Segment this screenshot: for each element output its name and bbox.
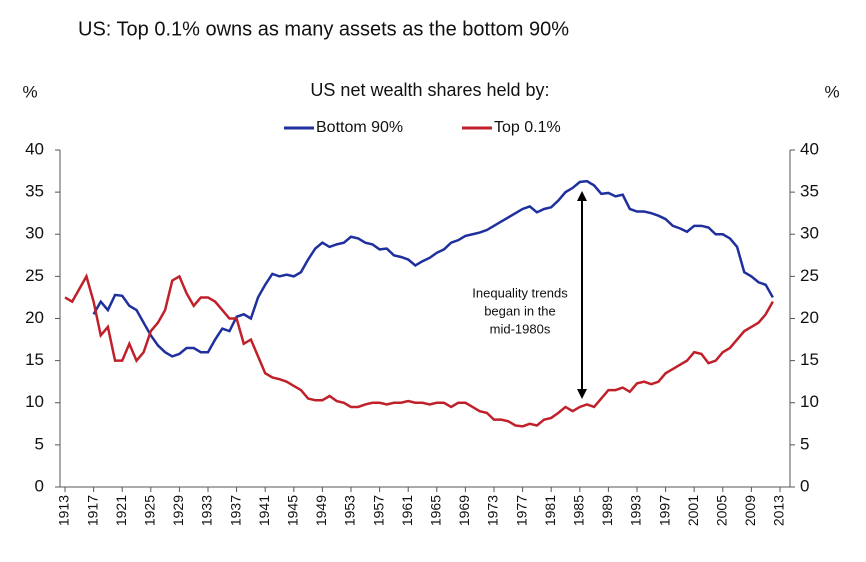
x-tick-label: 1937 (227, 495, 243, 526)
x-tick-label: 1921 (113, 495, 129, 526)
x-tick-label: 1961 (399, 495, 415, 526)
x-tick-label: 1941 (256, 495, 272, 526)
y-tick-label: 30 (25, 224, 44, 243)
series-line (64, 273, 774, 428)
x-tick-label: 1929 (170, 495, 186, 526)
x-tick-label: 1993 (628, 495, 644, 526)
x-tick-label: 1973 (485, 495, 501, 526)
y-tick-label: 15 (25, 350, 44, 369)
annotation-text: began in the (484, 303, 556, 318)
x-tick-label: 1949 (313, 495, 329, 526)
x-tick-label: 1913 (56, 495, 72, 526)
x-tick-label: 1957 (370, 495, 386, 526)
x-tick-label: 2005 (713, 495, 729, 526)
y2-tick-label: 0 (800, 476, 809, 495)
y2-tick-label: 10 (800, 392, 819, 411)
y-tick-label: 5 (35, 434, 44, 453)
y-tick-label: 35 (25, 182, 44, 201)
x-tick-label: 1945 (285, 495, 301, 526)
x-tick-label: 2001 (685, 495, 701, 526)
y-tick-label: 0 (35, 476, 44, 495)
annotation-bg (482, 303, 558, 319)
x-tick-label: 1977 (513, 495, 529, 526)
x-tick-label: 1965 (428, 495, 444, 526)
annotation-text: Inequality trends (472, 285, 568, 300)
y2-tick-label: 20 (800, 308, 819, 327)
annotation-bg (487, 321, 553, 337)
x-tick-label: 1997 (656, 495, 672, 526)
series-line (92, 179, 774, 358)
y2-tick-label: 30 (800, 224, 819, 243)
y-tick-label: 20 (25, 308, 44, 327)
y2-tick-label: 15 (800, 350, 819, 369)
annotation-bg (470, 285, 571, 301)
x-tick-label: 1953 (342, 495, 358, 526)
legend-label: Bottom 90% (316, 119, 403, 136)
legend-label: Top 0.1% (494, 119, 561, 136)
y-tick-label: 25 (25, 266, 44, 285)
x-tick-label: 1925 (142, 495, 158, 526)
y2-tick-label: 25 (800, 266, 819, 285)
y2-axis-label: % (824, 82, 839, 101)
annotation-text: mid-1980s (490, 321, 551, 336)
annotation: Inequality trends began in the mid-1980s (470, 285, 571, 337)
x-tick-label: 1989 (599, 495, 615, 526)
chart-subtitle: US net wealth shares held by: (310, 80, 549, 100)
y2-tick-label: 35 (800, 182, 819, 201)
chart-title: US: Top 0.1% owns as many assets as the … (78, 18, 569, 40)
y2-tick-label: 5 (800, 434, 809, 453)
x-tick-label: 2013 (771, 495, 787, 526)
y2-tick-label: 40 (800, 139, 819, 158)
x-tick-label: 2009 (742, 495, 758, 526)
x-tick-label: 1969 (456, 495, 472, 526)
y-axis-label: % (22, 82, 37, 101)
y-tick-label: 40 (25, 139, 44, 158)
x-tick-label: 1933 (199, 495, 215, 526)
x-tick-label: 1985 (570, 495, 586, 526)
y-tick-label: 10 (25, 392, 44, 411)
x-tick-label: 1981 (542, 495, 558, 526)
x-tick-label: 1917 (84, 495, 100, 526)
